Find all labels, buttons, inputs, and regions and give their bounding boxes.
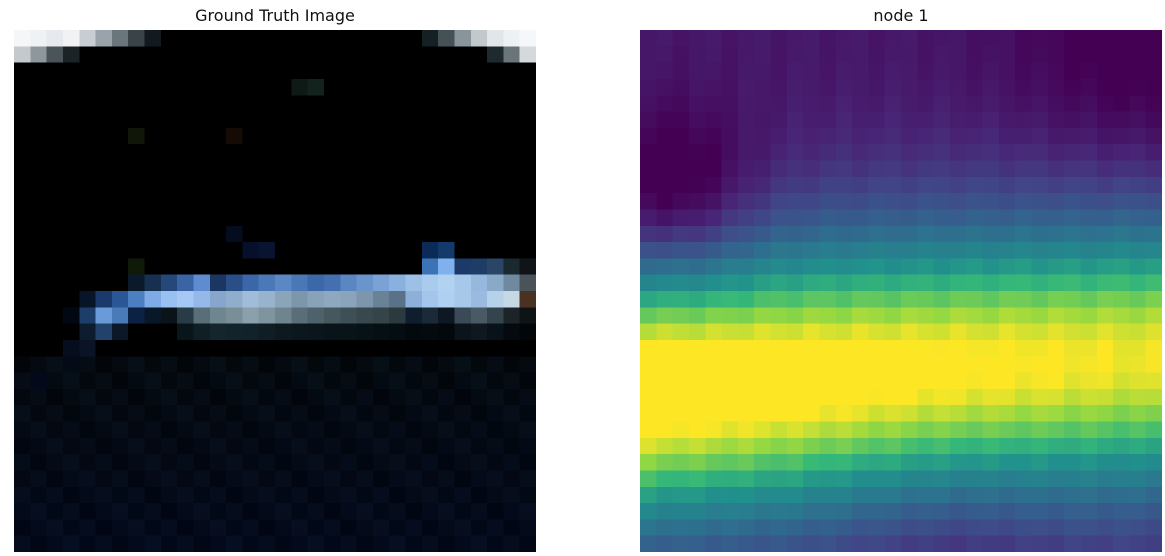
node-1-heatmap (640, 30, 1162, 552)
ground-truth-title: Ground Truth Image (195, 6, 355, 25)
node-1-title: node 1 (873, 6, 929, 25)
ground-truth-image (14, 30, 536, 552)
